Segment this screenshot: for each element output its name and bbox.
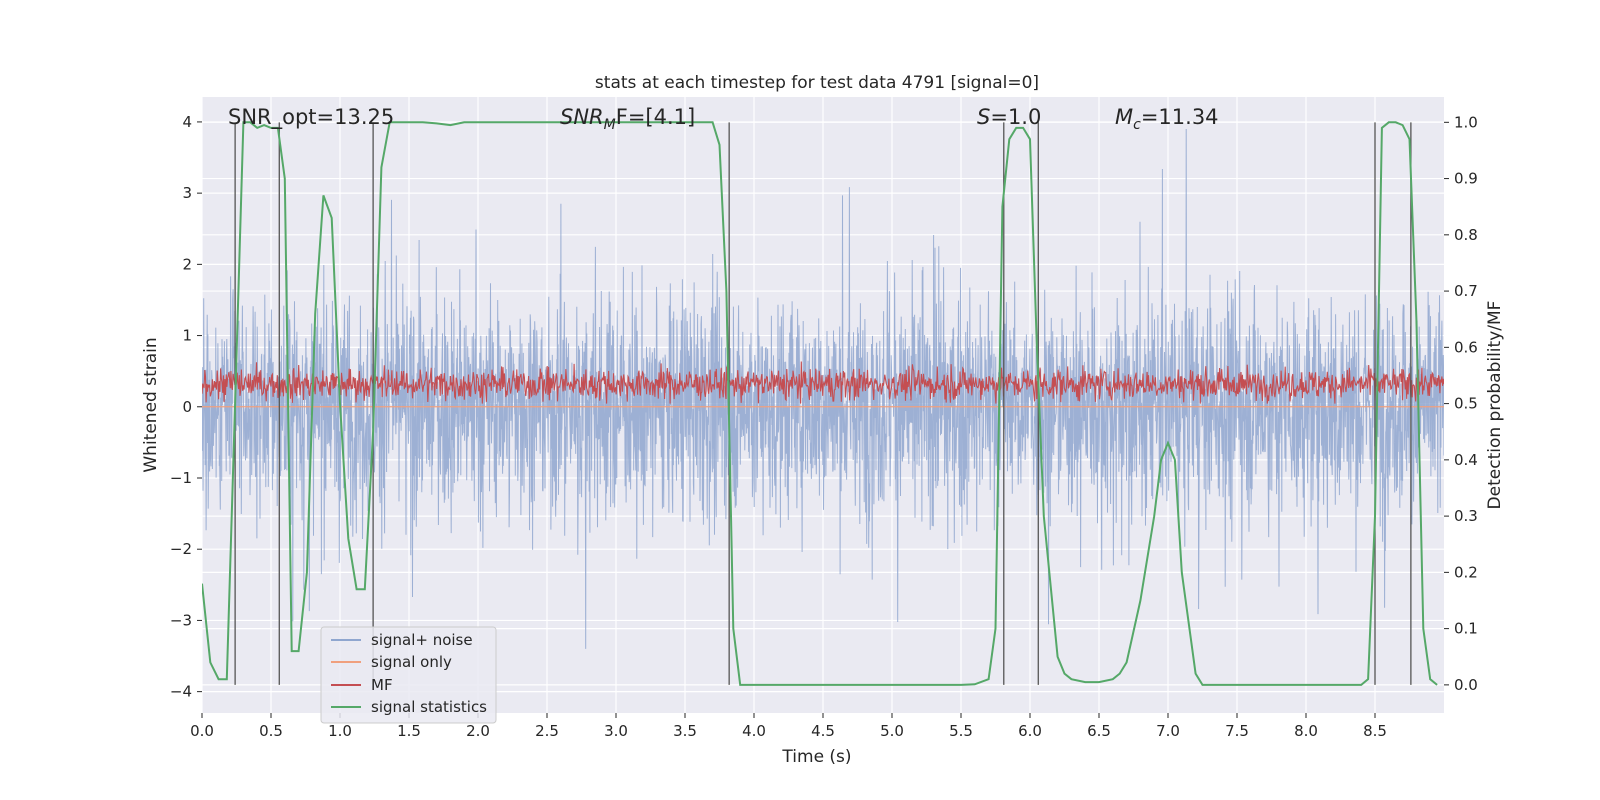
plot-series [202,121,1444,686]
y-tick-label-left: −4 [170,683,192,701]
x-tick-label: 7.5 [1225,722,1249,740]
y-tick-label-left: −1 [170,469,192,487]
y-axis-label-right: Detection probability/MF [1485,301,1505,510]
x-tick-label: 5.5 [949,722,973,740]
x-tick-label: 7.0 [1156,722,1180,740]
y-axis-label-left: Whitened strain [141,337,161,472]
y-tick-label-right: 0.2 [1454,563,1478,581]
legend: signal+ noise signal only MF signal stat… [320,626,497,724]
y-tick-label-right: 0.1 [1454,620,1478,638]
y-tick-label-right: 0.9 [1454,170,1478,188]
y-tick-label-left: 3 [182,184,192,202]
x-tick-label: 6.0 [1018,722,1042,740]
legend-label-signal-statistics: signal statistics [371,698,487,716]
chart-title: stats at each timestep for test data 479… [595,73,1039,93]
annotation-snr-mf: SNRMF=[4.1] [560,105,695,133]
series-signal-statistics [202,121,1438,686]
legend-label-signal-only: signal only [371,653,452,671]
y-tick-label-left: 0 [182,398,192,416]
y-tick-label-right: 0.4 [1454,451,1478,469]
x-tick-label: 5.0 [880,722,904,740]
y-tick-label-left: −3 [170,611,192,629]
x-tick-label: 4.0 [742,722,766,740]
x-tick-label: 1.0 [328,722,352,740]
x-tick-label: 1.5 [397,722,421,740]
legend-box [320,626,497,724]
annotation-mc: Mc=11.34 [1115,105,1219,133]
x-axis-label: Time (s) [781,747,851,767]
x-tick-label: 3.0 [604,722,628,740]
x-tick-label: 0.0 [190,722,214,740]
x-tick-label: 8.0 [1294,722,1318,740]
y-tick-label-right: 0.0 [1454,676,1478,694]
x-tick-label: 2.0 [466,722,490,740]
y-tick-label-right: 0.7 [1454,282,1478,300]
x-tick-label: 3.5 [673,722,697,740]
axes: 0.0 0.5 1.0 1.5 2.0 2.5 3.0 3.5 4.0 4.5 5.0 5.5 6.0 6… [170,113,1478,740]
y-tick-label-left: −2 [170,540,192,558]
x-tick-label: 6.5 [1087,722,1111,740]
series-signal-noise [202,128,1444,649]
y-tick-label-left: 1 [182,327,192,345]
y-tick-label-right: 0.3 [1454,507,1478,525]
x-tick-label: 8.5 [1363,722,1387,740]
y-tick-label-right: 0.6 [1454,338,1478,356]
y-tick-label-right: 0.8 [1454,226,1478,244]
y-tick-label-right: 1.0 [1454,113,1478,131]
x-tick-label: 4.5 [811,722,835,740]
legend-label-mf: MF [371,676,393,694]
legend-label-signal-noise: signal+ noise [371,631,473,649]
y-tick-label-right: 0.5 [1454,395,1478,413]
annotation-s: S=1.0 [977,105,1041,129]
series-mf [202,361,1444,404]
y-tick-label-left: 4 [182,113,192,131]
x-tick-label: 0.5 [259,722,283,740]
y-tick-label-left: 2 [182,255,192,273]
x-tick-label: 2.5 [535,722,559,740]
annotation-snr-opt: SNR_opt=13.25 [228,105,394,130]
